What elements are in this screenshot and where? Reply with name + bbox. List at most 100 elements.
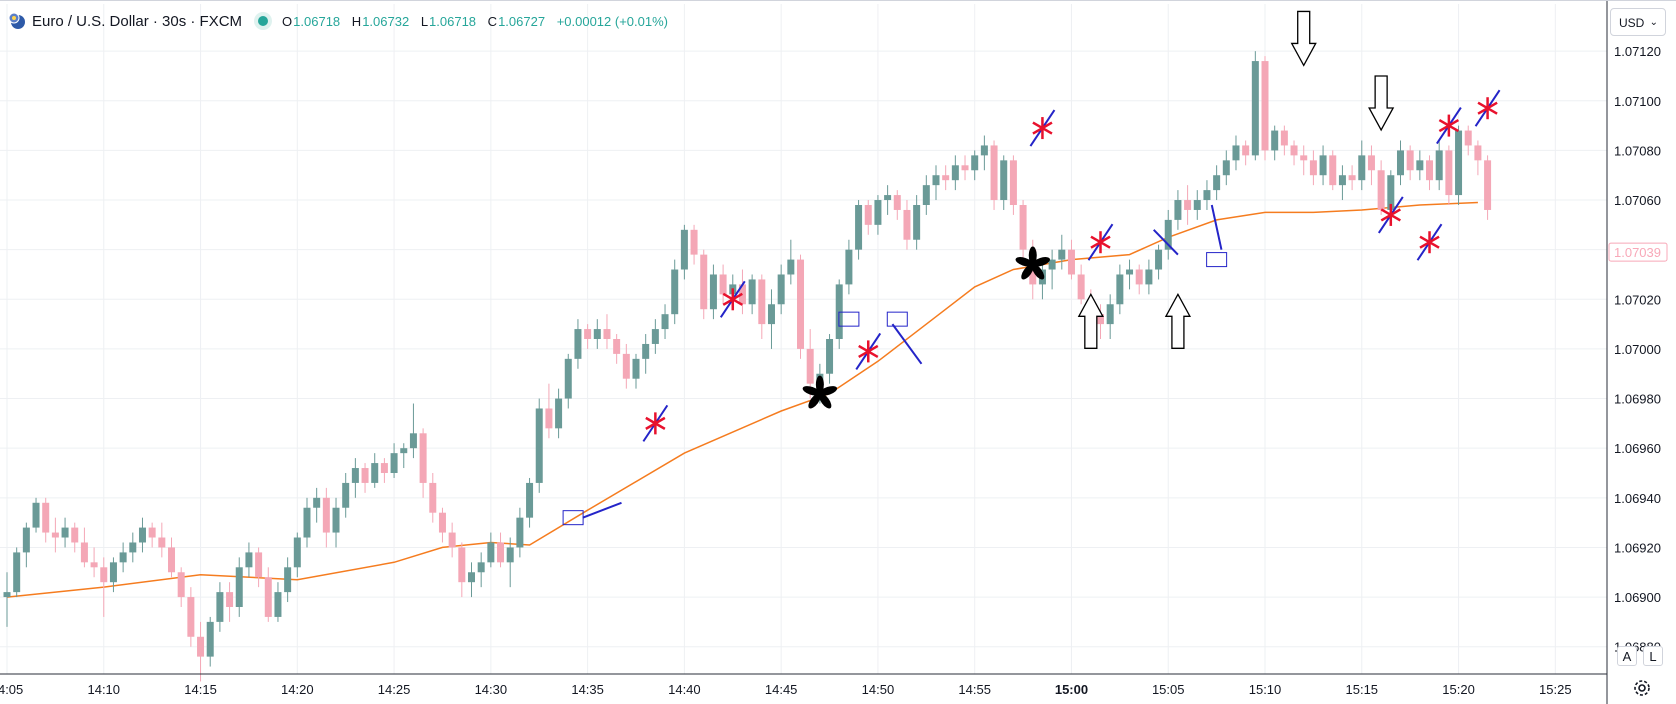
candle: [826, 334, 834, 384]
candle-body: [1271, 130, 1279, 151]
candle: [448, 522, 456, 558]
price-tick-label: 1.07100: [1614, 94, 1661, 109]
candle: [1300, 145, 1308, 176]
candle-body: [719, 274, 727, 295]
trend-line-annotation: [582, 501, 622, 519]
cross-marker-annotation: [642, 404, 669, 442]
candle-body: [351, 468, 359, 483]
candle-body: [642, 343, 650, 359]
candle: [332, 497, 340, 548]
candle-body: [855, 205, 863, 250]
candle: [1116, 264, 1124, 315]
asterisk-petal: [808, 393, 821, 409]
candle: [874, 195, 882, 235]
candle: [797, 254, 805, 359]
cross-marker-stroke: [722, 292, 743, 306]
candle-body: [1319, 155, 1327, 176]
candle-body: [1377, 170, 1385, 210]
candle: [719, 264, 727, 305]
candle-body: [1155, 249, 1163, 270]
candle-body: [197, 636, 205, 657]
asterisk-petal: [1028, 246, 1037, 265]
candle: [129, 532, 137, 563]
log-scale-button[interactable]: L: [1643, 646, 1663, 666]
candle: [903, 200, 911, 250]
candle-body: [1445, 150, 1453, 196]
candle-body: [119, 552, 127, 563]
candle-body: [1261, 61, 1269, 151]
open-value: 1.06718: [293, 13, 341, 29]
candle: [42, 497, 50, 543]
candle-body: [1387, 175, 1395, 210]
time-tick-label: 14:25: [378, 682, 411, 697]
symbol-title[interactable]: Euro / U.S. Dollar · 30s · FXCM: [32, 12, 243, 30]
candle: [1435, 140, 1443, 191]
candle: [419, 428, 427, 498]
candle: [168, 537, 176, 578]
candle-body: [371, 463, 379, 483]
candle: [22, 522, 30, 568]
auto-scale-button[interactable]: A: [1617, 646, 1637, 666]
up-arrow-annotation: [1077, 292, 1104, 349]
time-tick-label: 15:25: [1539, 682, 1572, 697]
candle: [613, 334, 621, 364]
candle-body: [951, 165, 959, 181]
candle: [293, 532, 301, 578]
candle: [1280, 125, 1288, 156]
candlestick-series: [3, 51, 1492, 682]
candle: [438, 507, 446, 543]
candle-body: [409, 433, 417, 449]
candle: [1396, 140, 1404, 186]
candle-body: [438, 512, 446, 533]
candle: [245, 542, 253, 578]
candle-body: [429, 482, 437, 513]
candle-body: [206, 621, 214, 657]
time-tick-label: 15:15: [1346, 682, 1379, 697]
candle: [942, 165, 950, 191]
candle-body: [874, 200, 882, 225]
candle-body: [671, 269, 679, 315]
symbol-header: Euro / U.S. Dollar · 30s · FXCM O1.06718…: [8, 10, 676, 32]
gear-icon[interactable]: [1630, 676, 1654, 700]
candle: [90, 547, 98, 578]
asterisk-petal: [1015, 257, 1033, 267]
candle-body: [564, 358, 572, 399]
cross-marker-stroke: [1032, 121, 1053, 135]
candle-body: [322, 497, 330, 533]
candle-body: [80, 542, 88, 563]
candle: [1155, 244, 1163, 280]
candle: [1019, 200, 1027, 260]
candle-body: [622, 353, 630, 379]
candle: [690, 224, 698, 265]
candle-body: [797, 259, 805, 349]
cross-marker-stroke: [645, 416, 666, 430]
candle-body: [593, 329, 601, 339]
candle: [138, 517, 146, 553]
candle-body: [651, 329, 659, 344]
time-tick-label: 14:40: [668, 682, 701, 697]
candle-body: [1251, 61, 1259, 156]
candle: [1348, 165, 1356, 191]
candle: [1416, 150, 1424, 181]
candle-body: [758, 279, 766, 325]
currency-selector[interactable]: USD ⌄: [1610, 8, 1666, 36]
candle: [1145, 259, 1153, 295]
candle-body: [1184, 200, 1192, 210]
candle-body: [1435, 150, 1443, 181]
candle: [51, 517, 59, 553]
candle: [971, 150, 979, 181]
candle-body: [864, 205, 872, 225]
candle-body: [158, 537, 166, 548]
candle-body: [1019, 205, 1027, 250]
asterisk-petal: [1032, 257, 1050, 267]
candle: [1203, 180, 1211, 210]
ohlc-values: O1.06718 H1.06732 L1.06718 C1.06727 +0.0…: [282, 13, 668, 29]
candle: [738, 269, 746, 315]
candle-body: [61, 527, 69, 538]
candle-body: [884, 195, 892, 201]
candle: [1174, 190, 1182, 230]
candle-body: [1329, 155, 1337, 186]
trend-line-annotation: [1210, 204, 1223, 250]
price-tick-label: 1.07000: [1614, 342, 1661, 357]
